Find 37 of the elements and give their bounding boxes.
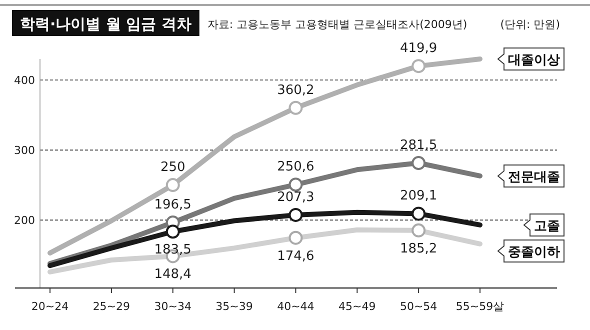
point (288, 178, 303, 192)
x-tick-label: 25~29 (92, 300, 130, 313)
point (288, 208, 303, 222)
data-label: 281,5 (400, 138, 438, 153)
y-tick-label: 400 (14, 74, 35, 88)
point (288, 100, 303, 115)
data-label: 185,2 (400, 241, 438, 256)
x-tick-label: 20~24 (31, 300, 69, 313)
chart-title: 학력·나이별 월 임금 격차 (20, 15, 192, 33)
point (166, 224, 180, 239)
x-tick-label: 35~39 (216, 300, 253, 313)
data-label: 360,2 (277, 82, 314, 98)
point (412, 206, 426, 221)
point (412, 223, 426, 238)
data-label: 207,3 (277, 190, 314, 205)
data-label: 250 (160, 160, 186, 176)
x-tick-label: 50~54 (400, 300, 438, 313)
data-label: 174,6 (277, 248, 314, 264)
data-label: 148,4 (154, 267, 192, 282)
title: 학력·나이별 월 임금 격차 (12, 10, 200, 36)
data-label: 419,9 (400, 41, 438, 56)
point (412, 59, 426, 74)
y-tick-label: 300 (14, 144, 35, 158)
point (412, 156, 426, 170)
data-label: 196,5 (154, 198, 192, 213)
data-label: 183,5 (154, 242, 192, 258)
text: 자료: 고용노동부 고용형태별 근로실태조사(2009년) (207, 18, 468, 31)
y-tick-label: 200 (14, 214, 35, 228)
x-tick-label: 45~49 (338, 300, 376, 313)
point (288, 230, 303, 245)
data-label: 250,6 (277, 160, 314, 175)
point (166, 178, 180, 192)
x-tick-label: 55~59살 (456, 300, 504, 313)
x-tick-label: 40~44 (277, 300, 314, 313)
x-tick-label: 30~34 (154, 300, 192, 313)
text: (단위: 만원) (500, 18, 560, 31)
data-label: 209,1 (400, 188, 438, 204)
